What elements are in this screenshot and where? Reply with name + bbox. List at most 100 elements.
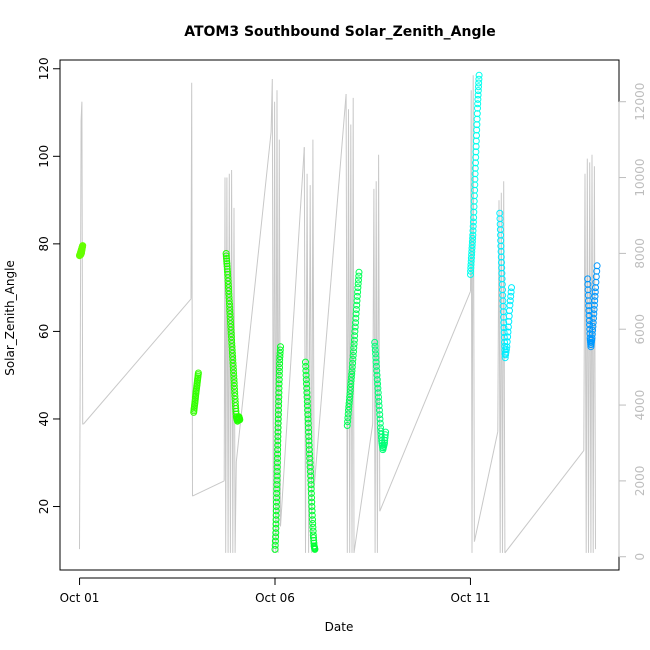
data-point: [506, 297, 514, 305]
altitude-line-segment: [345, 94, 355, 553]
data-point: [474, 95, 482, 103]
data-point: [496, 220, 504, 228]
data-point: [586, 321, 593, 329]
data-point: [276, 349, 284, 357]
data-point: [474, 91, 482, 99]
data-point: [504, 333, 512, 341]
altitude-line-segment: [372, 154, 381, 553]
data-point: [345, 406, 352, 414]
data-point: [224, 274, 232, 282]
data-point: [230, 376, 238, 384]
data-point: [230, 379, 238, 387]
y2-tick-label: 2000: [633, 466, 647, 497]
data-point: [506, 307, 513, 315]
data-point: [222, 252, 230, 260]
data-point: [275, 398, 283, 405]
data-point: [375, 398, 383, 405]
x-axis-label: Date: [325, 620, 354, 634]
data-point: [473, 110, 481, 118]
data-point: [500, 319, 508, 327]
data-point: [374, 380, 382, 388]
data-point: [585, 317, 593, 324]
data-point: [275, 406, 282, 414]
data-point: [304, 424, 312, 432]
data-point: [230, 382, 238, 390]
data-point: [586, 334, 594, 342]
data-point: [223, 257, 231, 265]
altitude-line-segment: [235, 131, 272, 462]
data-point: [276, 353, 284, 361]
altitude-line-segment: [83, 298, 192, 425]
data-point: [503, 343, 511, 351]
data-point: [274, 419, 282, 427]
data-point: [224, 271, 232, 278]
data-point: [302, 367, 310, 375]
data-point: [232, 405, 240, 413]
y2-tick-label: 0: [633, 553, 647, 561]
data-point: [273, 485, 281, 493]
altitude-line-segment: [353, 423, 374, 553]
data-point: [381, 439, 388, 447]
x-tick-label: Oct 06: [255, 591, 295, 605]
data-point: [274, 433, 282, 440]
data-point: [347, 383, 354, 391]
data-point: [223, 260, 231, 268]
data-point: [507, 292, 515, 300]
data-point: [271, 537, 279, 545]
data-point: [372, 354, 380, 362]
data-point: [468, 251, 476, 259]
data-point: [302, 362, 310, 370]
data-point: [591, 297, 599, 305]
data-point: [467, 264, 475, 272]
data-point: [305, 441, 313, 449]
data-point: [375, 393, 382, 401]
data-point: [272, 520, 280, 528]
data-point: [585, 307, 593, 315]
data-point: [308, 498, 316, 506]
altitude-line-segment: [192, 480, 225, 497]
data-point: [345, 396, 353, 404]
data-point: [306, 468, 314, 475]
data-point: [273, 468, 281, 475]
y-tick-label: 120: [37, 57, 51, 80]
data-point: [502, 351, 510, 359]
data-point: [272, 503, 280, 510]
data-point: [309, 520, 317, 527]
data-point: [275, 371, 283, 379]
data-point: [225, 284, 232, 292]
data-point: [348, 367, 356, 375]
data-point: [372, 362, 380, 370]
data-point: [351, 327, 359, 335]
data-point: [344, 418, 352, 426]
data-point: [590, 306, 598, 313]
data-point: [228, 340, 236, 347]
data-point: [272, 524, 280, 532]
altitude-line-segment: [583, 154, 596, 553]
data-point: [228, 336, 236, 344]
data-point: [231, 392, 239, 400]
data-point: [228, 349, 236, 357]
data-point: [302, 358, 309, 366]
y2-tick-label: 4000: [633, 390, 647, 421]
data-point: [303, 384, 311, 392]
altitude-line-segment: [497, 181, 506, 553]
data-point: [227, 330, 235, 338]
data-point: [272, 529, 280, 537]
data-point: [272, 507, 280, 515]
data-point: [584, 280, 592, 288]
data-point: [307, 481, 315, 489]
data-point: [226, 307, 234, 315]
data-point: [588, 330, 596, 338]
y2-tick-label: 6000: [633, 314, 647, 345]
data-point: [229, 353, 237, 361]
data-point: [229, 359, 237, 367]
data-point: [275, 376, 283, 384]
data-point: [276, 360, 284, 368]
data-point: [274, 428, 282, 436]
altitude-line-segment: [470, 75, 475, 553]
data-point: [588, 334, 596, 342]
data-point: [469, 227, 477, 235]
data-point: [274, 424, 282, 432]
data-point: [470, 208, 478, 216]
data-point: [308, 494, 316, 502]
